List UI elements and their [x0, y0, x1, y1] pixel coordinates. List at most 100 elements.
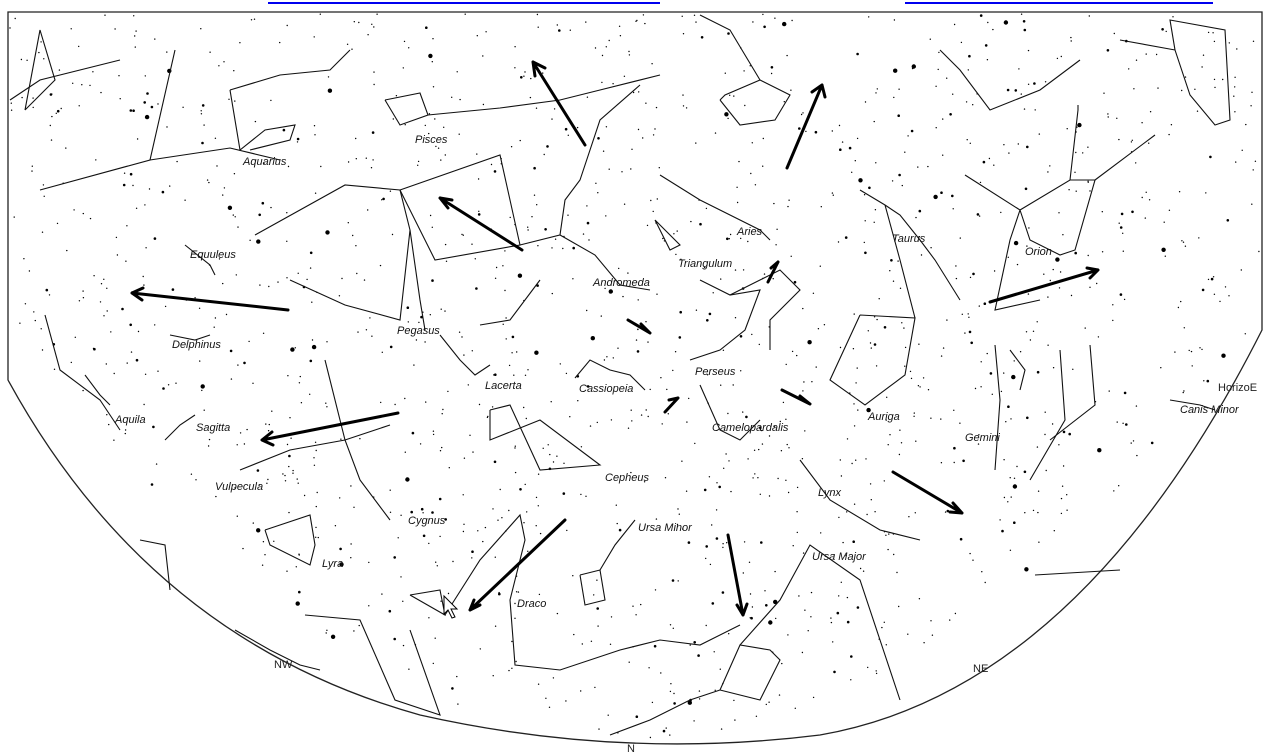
star [1060, 497, 1063, 500]
star [486, 416, 489, 419]
star [675, 253, 677, 256]
star [1009, 477, 1011, 479]
star [738, 160, 740, 163]
star [1145, 53, 1147, 55]
star [444, 518, 448, 521]
header-strip [8, 2, 1262, 13]
star [444, 154, 446, 156]
star [863, 241, 865, 244]
star [448, 467, 450, 469]
star [157, 103, 159, 105]
star [1234, 86, 1236, 88]
star [933, 194, 938, 200]
star [511, 640, 513, 643]
star [447, 592, 450, 595]
star [428, 113, 431, 115]
star [1036, 446, 1039, 448]
star [1066, 128, 1068, 130]
star [290, 437, 292, 439]
star [875, 365, 878, 367]
star [819, 265, 821, 267]
star [300, 402, 303, 404]
star [1221, 353, 1226, 358]
star [236, 515, 238, 517]
star [554, 238, 557, 240]
star [1116, 117, 1118, 120]
star [440, 308, 442, 310]
star [359, 438, 361, 440]
aries-lines [659, 174, 771, 241]
star [458, 133, 460, 135]
star [740, 370, 742, 372]
star [471, 350, 473, 352]
star [350, 543, 352, 545]
star [1052, 268, 1054, 271]
star [635, 339, 638, 341]
star [764, 590, 766, 592]
star [856, 52, 859, 56]
star [513, 374, 515, 376]
label-canis-minor: Canis Minor [1180, 404, 1240, 416]
star [1168, 133, 1170, 136]
star [682, 528, 684, 530]
star [367, 209, 369, 211]
star [953, 446, 956, 450]
star [262, 332, 265, 334]
star [1251, 203, 1253, 205]
star [1130, 442, 1132, 444]
star [720, 278, 722, 280]
star [1025, 331, 1028, 333]
star [1017, 143, 1019, 145]
pegasus-lines-2 [289, 189, 411, 321]
star [992, 28, 994, 31]
star [653, 644, 657, 648]
star [432, 433, 435, 436]
star [651, 63, 653, 65]
star [658, 167, 660, 169]
gemini-lines-3 [1049, 344, 1096, 441]
star [413, 364, 415, 366]
star [672, 627, 674, 629]
star [875, 672, 878, 675]
star [309, 251, 313, 255]
star [567, 134, 569, 136]
star [556, 24, 558, 26]
star [369, 317, 371, 319]
star [609, 292, 611, 294]
star [1182, 241, 1185, 243]
star [215, 495, 217, 498]
star [108, 423, 110, 426]
star [630, 471, 632, 474]
star [736, 186, 738, 188]
star [802, 112, 804, 114]
star [530, 77, 532, 80]
star [893, 96, 895, 99]
star [910, 129, 914, 133]
star [474, 258, 476, 260]
star [482, 55, 484, 57]
star [873, 120, 875, 123]
star [661, 423, 663, 425]
star [527, 550, 529, 552]
star [770, 72, 773, 75]
star [425, 26, 428, 30]
star [1070, 40, 1072, 42]
star [547, 444, 549, 446]
star [95, 159, 97, 161]
star [317, 536, 319, 539]
star [1123, 391, 1127, 395]
star [1209, 155, 1212, 159]
star [432, 430, 435, 432]
star [876, 88, 878, 90]
star [1228, 42, 1231, 44]
star [550, 401, 552, 403]
star [959, 422, 961, 424]
star [705, 624, 707, 627]
star [602, 150, 605, 152]
star [742, 411, 744, 413]
star [820, 206, 822, 208]
star [441, 446, 443, 449]
star [597, 137, 600, 140]
star [954, 612, 957, 615]
star [839, 459, 841, 461]
